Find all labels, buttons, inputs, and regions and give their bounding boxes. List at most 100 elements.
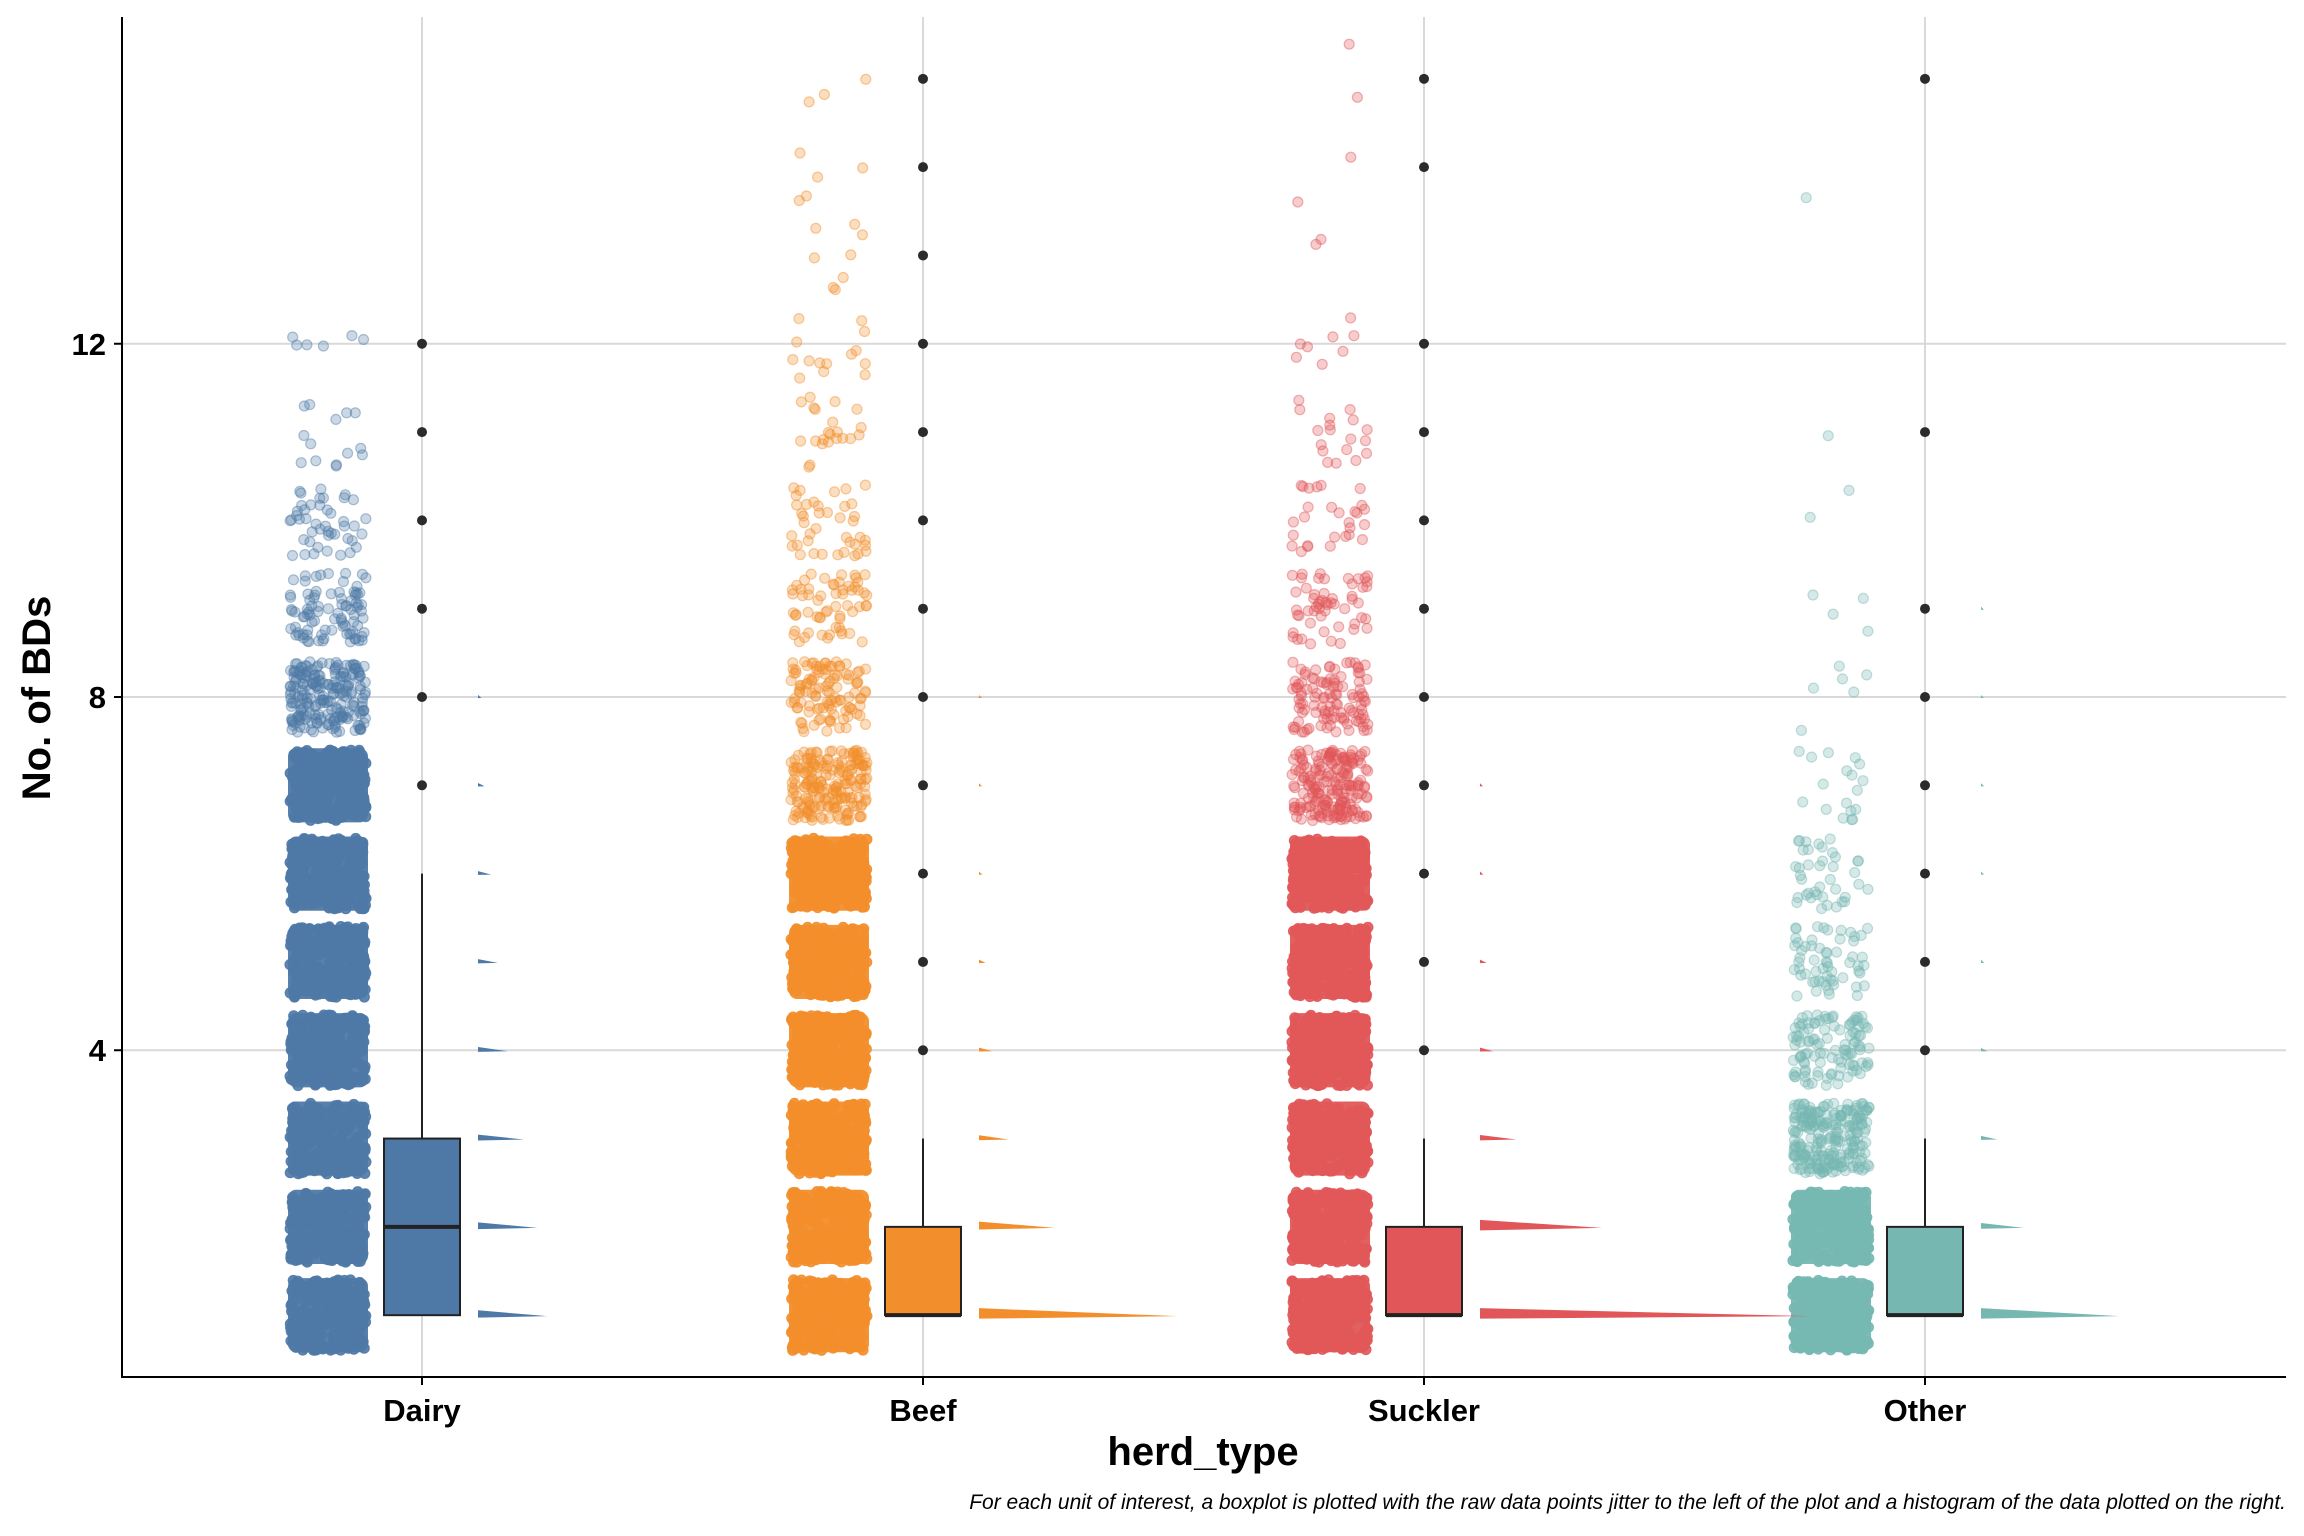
jitter-point	[359, 686, 371, 698]
jitter-band	[789, 924, 869, 1000]
jitter-point	[845, 249, 857, 261]
jitter-point	[791, 579, 803, 591]
jitter-point	[794, 147, 806, 159]
jitter-point	[793, 636, 806, 648]
jitter-point	[859, 539, 872, 551]
jitter-point	[795, 396, 808, 408]
jitter-point	[299, 575, 311, 587]
jitter-point	[313, 675, 325, 688]
jitter-point	[287, 331, 299, 343]
jitter-band	[1290, 1189, 1370, 1264]
jitter-point	[360, 513, 372, 525]
jitter-point	[849, 581, 861, 593]
jitter-point	[329, 528, 341, 540]
jitter-point	[813, 754, 826, 766]
jitter-point	[813, 803, 825, 815]
jitter-band	[789, 1101, 869, 1176]
jitter-point	[861, 772, 873, 784]
jitter-point	[814, 357, 826, 369]
jitter-point	[808, 252, 821, 264]
jitter-point	[861, 589, 873, 601]
jitter-point	[796, 801, 809, 813]
jitter-band	[288, 1101, 368, 1176]
jitter-point	[858, 325, 871, 338]
jitter-point	[840, 722, 852, 734]
jitter-point	[823, 629, 836, 641]
jitter-point	[305, 724, 317, 736]
jitter-point	[286, 714, 298, 726]
jitter-point	[813, 714, 825, 726]
jitter-band	[1290, 1278, 1370, 1353]
jitter-point	[790, 499, 803, 511]
jitter-band	[288, 836, 368, 911]
jitter-point	[852, 676, 864, 688]
jitter-point	[790, 489, 802, 502]
jitter-point	[791, 702, 804, 714]
jitter-point	[326, 624, 338, 636]
jitter-point	[803, 673, 816, 685]
jitter-point	[308, 615, 321, 627]
jitter-point	[859, 569, 871, 581]
jitter-point	[823, 812, 836, 824]
jitter-point	[844, 627, 856, 640]
jitter-point	[794, 372, 806, 384]
jitter-point	[330, 413, 342, 425]
jitter-point	[856, 315, 868, 327]
jitter-point	[855, 421, 867, 434]
jitter-point	[787, 657, 799, 669]
jitter-point	[341, 407, 353, 419]
jitter-point	[856, 636, 868, 648]
jitter-point	[847, 515, 859, 527]
jitter-point	[331, 703, 343, 715]
jitter-point	[813, 702, 826, 714]
jitter-point	[795, 716, 807, 728]
jitter-band	[288, 1189, 368, 1264]
jitter-point	[325, 507, 337, 519]
jitter-point	[844, 536, 856, 548]
jitter-point	[844, 764, 856, 777]
jitter-point	[839, 500, 851, 512]
jitter-point	[810, 522, 822, 535]
jitter-point	[832, 549, 844, 561]
jitter-point	[829, 396, 841, 408]
jitter-point	[356, 598, 368, 611]
jitter-point	[832, 778, 844, 790]
jitter-point	[857, 162, 869, 174]
jitter-point	[803, 96, 815, 108]
jitter-group-beef	[785, 73, 873, 1356]
jitter-point	[860, 73, 872, 85]
jitter-band	[789, 836, 869, 911]
jitter-point	[788, 761, 800, 774]
jitter-point	[285, 603, 297, 616]
jitter-point	[837, 271, 849, 284]
jitter-point	[348, 520, 360, 532]
jitter-point	[828, 486, 841, 498]
jitter-point	[340, 600, 352, 612]
jitter-point	[786, 777, 798, 789]
jitter-point	[301, 339, 313, 351]
jitter-point	[346, 535, 358, 547]
jitter-point	[305, 438, 317, 450]
jitter-point	[843, 747, 856, 760]
jitter-point	[314, 492, 326, 504]
jitter-point	[834, 512, 846, 524]
jitter-point	[799, 781, 811, 794]
jitter-point	[358, 626, 370, 639]
jitter-point	[828, 709, 840, 721]
jitter-point	[294, 485, 306, 497]
jitter-point	[828, 797, 840, 810]
jitter-point	[786, 530, 798, 542]
jitter-point	[843, 691, 855, 703]
jitter-point	[308, 548, 320, 560]
jitter-point	[321, 697, 333, 709]
jitter-point	[346, 330, 358, 342]
jitter-point	[284, 589, 296, 601]
jitter-point	[354, 719, 366, 732]
jitter-point	[336, 687, 348, 699]
jitter-point	[819, 572, 831, 584]
jitter-point	[824, 745, 836, 758]
jitter-point	[795, 680, 807, 692]
jitter-point	[854, 810, 866, 823]
jitter-point	[829, 692, 841, 704]
